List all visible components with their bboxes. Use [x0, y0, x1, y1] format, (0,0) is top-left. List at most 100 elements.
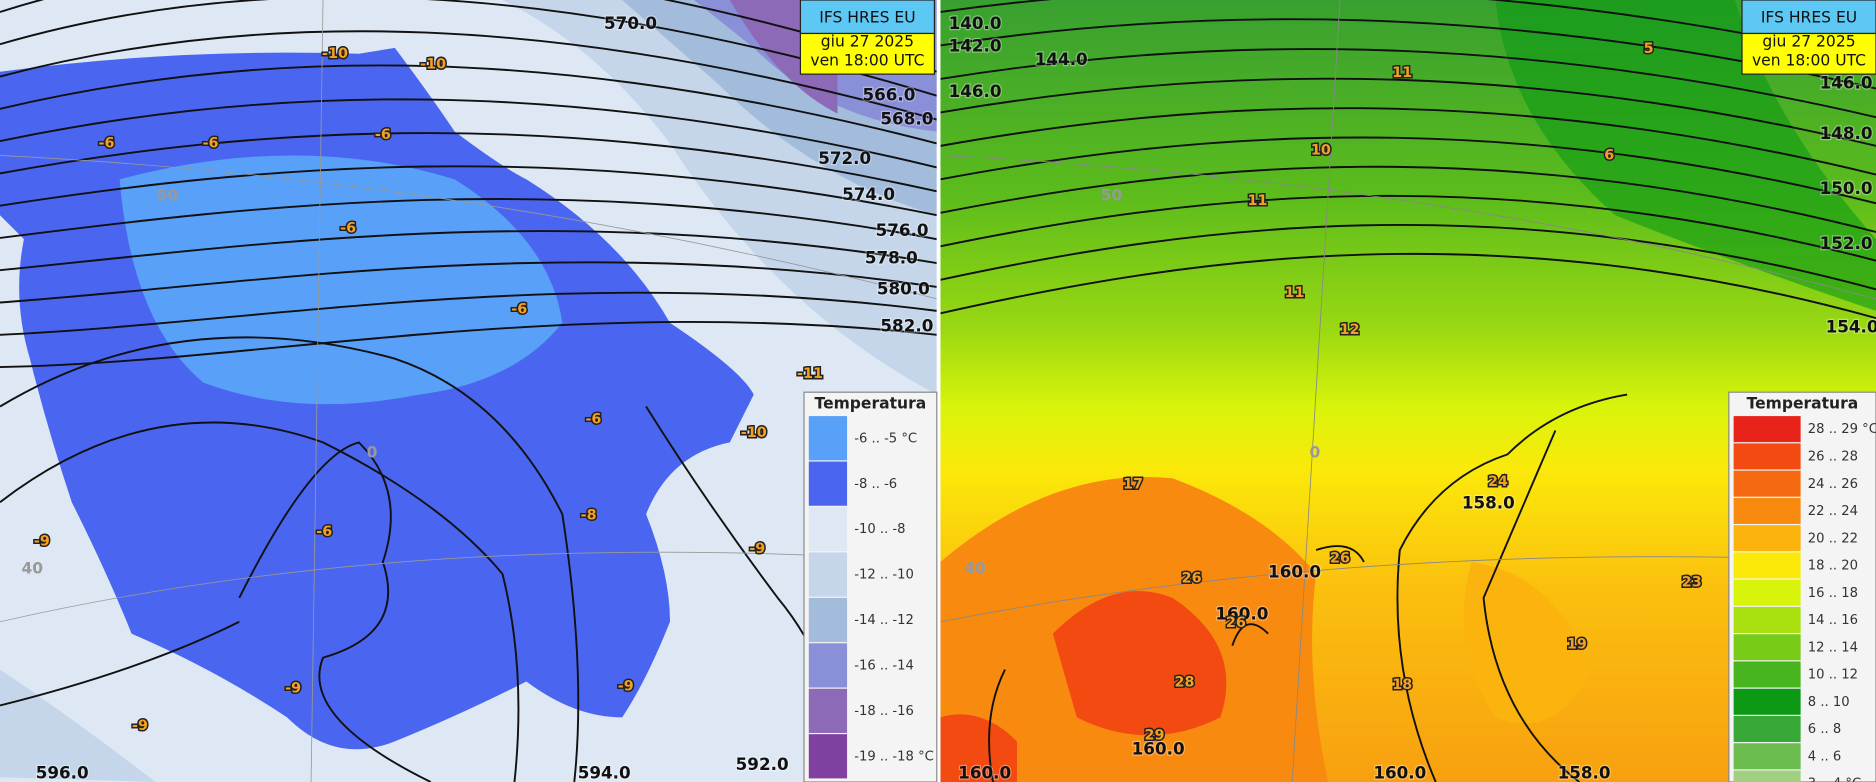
legend-swatch [808, 461, 848, 506]
temperature-label: -9 [132, 718, 148, 734]
contour-line [0, 320, 937, 369]
header-time-bg [1741, 32, 1876, 75]
legend-label: 3 .. 4 °C [1808, 777, 1861, 782]
legend-label: -14 .. -12 [854, 613, 914, 628]
contour-line [0, 165, 937, 217]
contour-line [940, 252, 1876, 319]
contour-line [0, 198, 937, 241]
graticule [0, 551, 937, 623]
legend-swatch [1733, 416, 1801, 443]
contour-line [940, 18, 1876, 90]
contour-line [0, 261, 937, 304]
contour-label: 152.0 [1820, 233, 1873, 253]
graticule [310, 0, 324, 782]
contour-label: 160.0 [1373, 763, 1426, 782]
legend-swatch [1733, 470, 1801, 497]
contour-line [1396, 393, 1628, 782]
header-model-bg [799, 0, 936, 35]
temperature-label: 26 [1182, 571, 1202, 587]
temperature-label: -6 [585, 412, 601, 428]
temperature-label: -9 [285, 681, 301, 697]
contour-line [940, 194, 1876, 262]
contour-label: 144.0 [1035, 49, 1088, 69]
contour-line [940, 136, 1876, 205]
legend-swatch [808, 643, 848, 688]
field [0, 669, 156, 782]
legend-label: 8 .. 10 [1808, 695, 1850, 710]
legend-swatch [1733, 743, 1801, 770]
contour-label: 596.0 [36, 763, 89, 782]
legend-label: 24 .. 26 [1808, 477, 1858, 492]
field [1052, 591, 1227, 736]
contour-label: 148.0 [1820, 123, 1873, 143]
legend-swatch [1733, 606, 1801, 634]
contour-label: 568.0 [880, 109, 933, 129]
legend-swatch [1733, 443, 1801, 470]
contour-line [0, 132, 937, 193]
contour-label: 572.0 [818, 148, 871, 168]
legend-label: 14 .. 16 [1808, 613, 1858, 628]
temperature-label: -8 [581, 507, 597, 523]
legend-swatch [1733, 525, 1801, 552]
legend-title: Temperatura [815, 395, 927, 413]
temperature-label: 6 [1604, 147, 1614, 163]
contour-line [0, 230, 937, 272]
grid-label: 40 [21, 560, 43, 578]
legend-swatch [1733, 579, 1801, 606]
contour-line [0, 620, 240, 707]
contour-label: 142.0 [949, 36, 1002, 56]
grid-label: 50 [157, 187, 179, 205]
legend-label: -18 .. -16 [854, 704, 914, 719]
legend-swatch [1733, 634, 1801, 661]
temperature-label: 24 [1488, 474, 1508, 490]
legend-swatch [1733, 552, 1801, 579]
contour-line [940, 48, 1876, 119]
temperature-label: -6 [511, 302, 527, 318]
left-map [0, 0, 937, 782]
temperature-label: -9 [34, 534, 50, 550]
contour-line [0, 30, 937, 121]
temperature-label: -10 [420, 57, 446, 73]
legend-label: 4 .. 6 [1808, 749, 1841, 764]
temperature-label: -6 [375, 127, 391, 143]
temperature-label: 12 [1340, 322, 1360, 338]
temperature-label: 10 [1311, 143, 1331, 159]
contour-line [940, 77, 1876, 147]
field [1463, 561, 1592, 724]
legend-label: -6 .. -5 °C [854, 431, 917, 446]
legend-label: 18 .. 20 [1808, 559, 1858, 574]
contour-label: 158.0 [1558, 763, 1611, 782]
graticule [1291, 0, 1341, 782]
legend-swatch [808, 416, 848, 461]
contour-label: 160.0 [1215, 604, 1268, 624]
legend-label: 22 .. 24 [1808, 504, 1858, 519]
temperature-label: -9 [618, 678, 634, 694]
temperature-label: 5 [1644, 41, 1654, 57]
graticule [0, 155, 937, 300]
temperature-label: -6 [99, 135, 115, 151]
contour-label: 150.0 [1820, 178, 1873, 198]
contour-label: 160.0 [1132, 739, 1185, 759]
graticule [940, 155, 1876, 300]
legend-swatch [808, 734, 848, 779]
legend-swatch [808, 597, 848, 643]
contour-label: 146.0 [949, 81, 1002, 101]
legend-swatch [1733, 661, 1801, 688]
legend-label: -10 .. -8 [854, 522, 905, 537]
legend-label: -8 .. -6 [854, 477, 897, 492]
contour-line [238, 441, 432, 782]
legend-title: Temperatura [1747, 395, 1859, 413]
grid-label: 40 [964, 560, 986, 578]
contour-line [0, 0, 937, 73]
divider [936, 0, 941, 782]
contour-line [1482, 430, 1580, 782]
legend-label: -12 .. -10 [854, 568, 914, 583]
contour-label: 140.0 [949, 13, 1002, 33]
temperature-label: 26 [1330, 550, 1350, 566]
temperature-label: -10 [322, 46, 348, 62]
temperature-label: 17 [1123, 476, 1143, 492]
header-time-bg [799, 32, 936, 75]
contour-label: 580.0 [877, 278, 930, 298]
grid-label: 0 [1309, 444, 1320, 462]
